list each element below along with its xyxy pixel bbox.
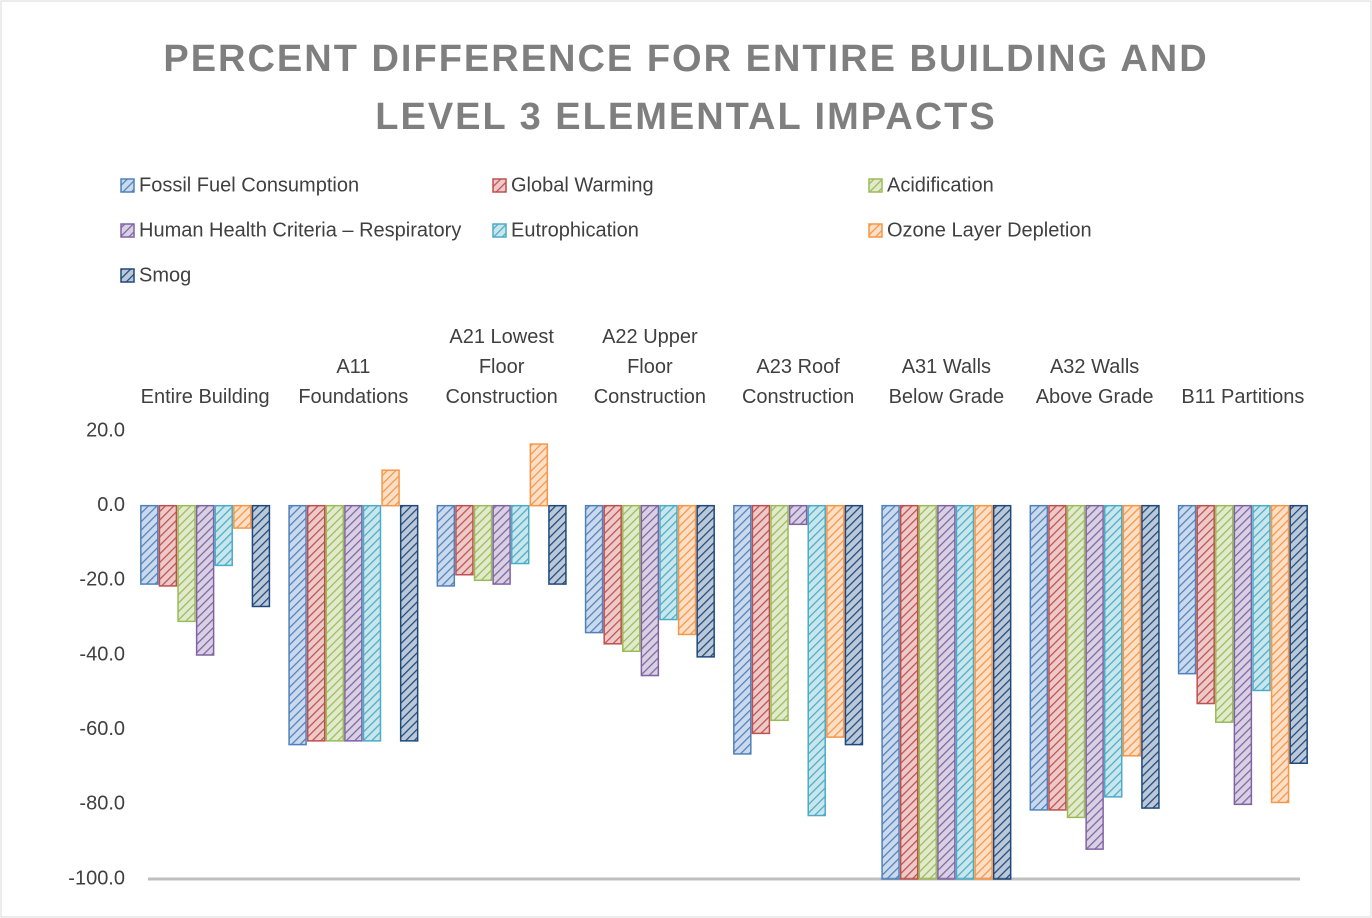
x-tick-label: A32 Walls Above Grade xyxy=(1035,356,1154,408)
legend-label: Smog xyxy=(139,264,191,286)
bar xyxy=(1252,504,1271,692)
bar xyxy=(603,504,622,645)
legend-swatch xyxy=(868,178,883,193)
legend-swatch xyxy=(492,178,507,193)
bar xyxy=(770,504,789,722)
bar xyxy=(807,504,826,817)
bar xyxy=(158,504,178,587)
bar xyxy=(344,504,363,742)
bar xyxy=(1029,504,1049,811)
chart-title: PERCENT DIFFERENCE FOR ENTIRE BUILDING A… xyxy=(163,38,1209,138)
bar xyxy=(455,504,474,576)
y-tick-label: -60.0 xyxy=(79,718,125,740)
bar xyxy=(992,504,1012,880)
bar xyxy=(1066,504,1086,819)
legend-label: Eutrophication xyxy=(511,219,639,241)
bar xyxy=(677,504,697,636)
bar xyxy=(492,504,511,585)
x-tick-label: A21 Lowest Floor Construction xyxy=(445,326,558,408)
bar xyxy=(899,504,919,880)
bar xyxy=(140,504,159,585)
bar xyxy=(306,504,326,742)
bar xyxy=(1141,504,1160,809)
bar xyxy=(659,504,678,621)
bar xyxy=(640,504,660,677)
bar xyxy=(881,504,900,880)
legend-label: Acidification xyxy=(887,174,994,196)
bar xyxy=(1122,504,1142,757)
bar xyxy=(1085,504,1104,850)
bar xyxy=(251,504,271,608)
x-tick-label: A11 Foundations xyxy=(298,356,409,408)
legend-swatch xyxy=(868,223,883,238)
bar xyxy=(436,504,456,587)
bar xyxy=(177,504,196,623)
bar xyxy=(1233,504,1253,806)
legend-swatch xyxy=(120,223,135,238)
y-tick-label: -40.0 xyxy=(79,643,125,665)
bar xyxy=(195,504,215,656)
bar xyxy=(937,504,956,880)
bar xyxy=(214,504,233,567)
legend-swatch xyxy=(492,223,507,238)
x-tick-label: A23 Roof Construction xyxy=(741,356,855,408)
bar xyxy=(1270,504,1290,804)
bar xyxy=(288,504,307,746)
bar xyxy=(844,504,864,746)
bar xyxy=(473,504,493,582)
legend-swatch xyxy=(120,178,135,193)
x-tick-label: Entire Building xyxy=(140,386,270,408)
bar xyxy=(1289,504,1308,765)
bar xyxy=(622,504,641,653)
x-tick-label: B11 Partitions xyxy=(1181,386,1305,408)
bar xyxy=(918,504,938,880)
bar xyxy=(325,504,345,742)
y-tick-label: 20.0 xyxy=(86,419,125,441)
bar xyxy=(974,504,993,880)
bar xyxy=(399,504,419,742)
bar xyxy=(1177,504,1197,675)
bar xyxy=(826,504,845,738)
bar xyxy=(1103,504,1123,798)
bar xyxy=(733,504,752,755)
legend-swatch xyxy=(120,268,135,283)
bar xyxy=(788,504,808,526)
legend-label: Fossil Fuel Consumption xyxy=(139,174,359,196)
y-tick-label: 0.0 xyxy=(97,494,125,516)
bar xyxy=(381,469,400,507)
bar xyxy=(1215,504,1234,723)
bar xyxy=(1196,504,1215,705)
bar xyxy=(233,504,252,529)
legend-label: Global Warming xyxy=(511,174,654,196)
bar xyxy=(510,504,530,565)
bar xyxy=(529,443,549,507)
bar xyxy=(751,504,771,735)
bar xyxy=(362,504,382,742)
legend-label: Human Health Criteria – Respiratory xyxy=(139,219,461,241)
bar xyxy=(548,504,567,585)
x-tick-label: A31 Walls Below Grade xyxy=(888,356,1005,408)
x-tick-label: A22 Upper Floor Construction xyxy=(593,326,707,408)
legend-label: Ozone Layer Depletion xyxy=(887,219,1092,241)
bar xyxy=(584,504,604,634)
y-tick-label: -80.0 xyxy=(79,793,125,815)
bar xyxy=(1048,504,1067,811)
y-tick-label: -100.0 xyxy=(68,867,125,889)
y-tick-label: -20.0 xyxy=(79,569,125,591)
bar xyxy=(955,504,975,880)
bar xyxy=(696,504,715,658)
